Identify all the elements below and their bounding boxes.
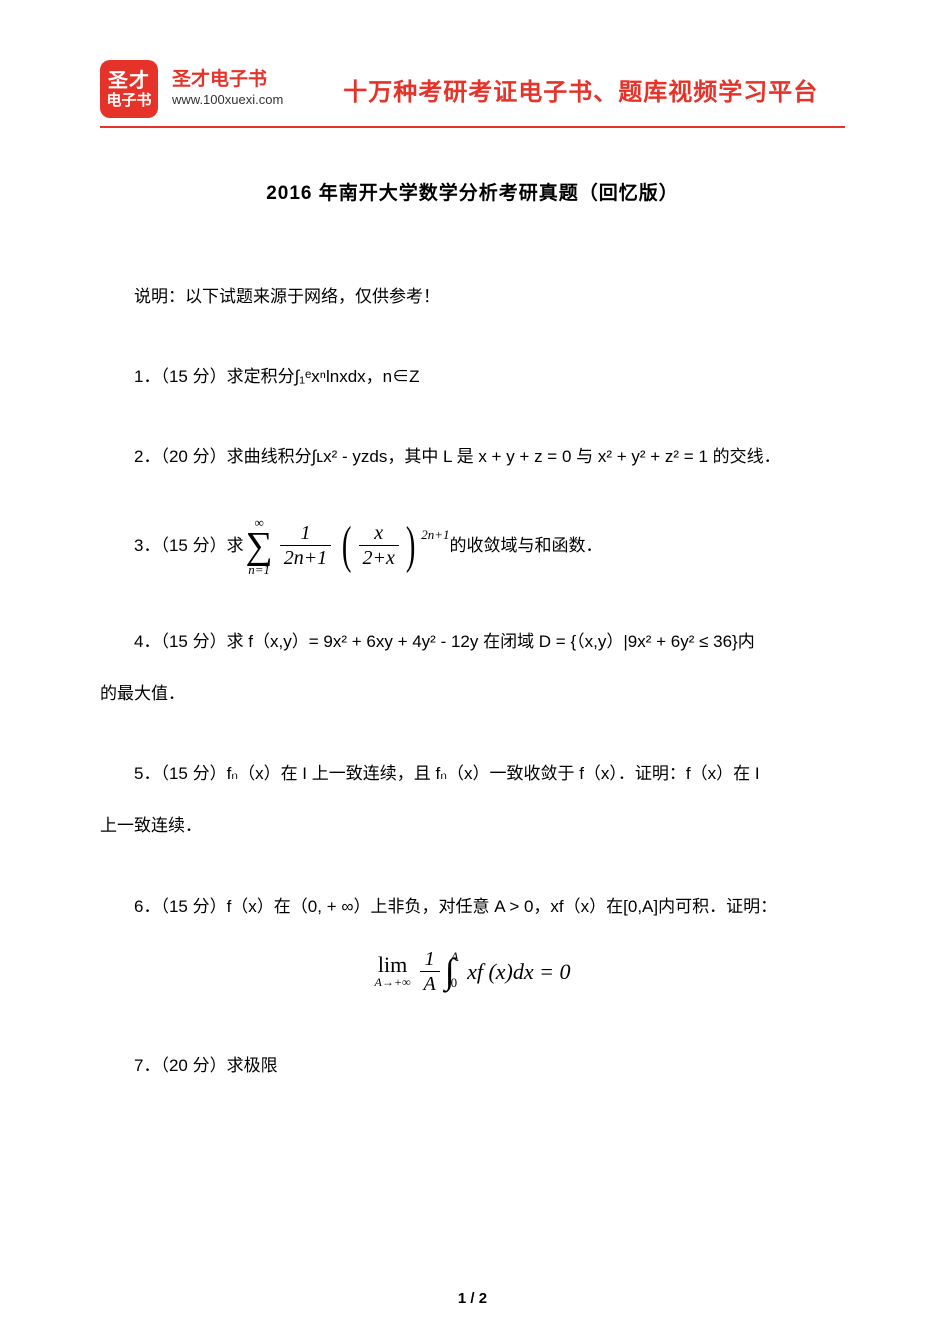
header-slogan: 十万种考研考证电子书、题库视频学习平台	[343, 72, 818, 107]
question-4-line1: 4．（15 分）求 f（x,y）= 9x² + 6xy + 4y² - 12y …	[100, 620, 845, 664]
question-3: 3．（15 分）求 ∞ ∑ n=1 1 2n+1 ( x	[100, 516, 845, 576]
q6-formula-row: lim A→+∞ 1 A ∫ A 0 xf (x)dx = 0	[100, 943, 845, 1000]
question-5-line1: 5．（15 分）fₙ（x）在 I 上一致连续，且 fₙ（x）一致收敛于 f（x）…	[100, 752, 845, 796]
sigma-icon: ∑	[246, 529, 273, 563]
fracA-den: A	[420, 972, 440, 996]
frac2-den: 2+x	[359, 546, 399, 570]
brand-url: www.100xuexi.com	[172, 91, 283, 109]
summation-symbol: ∞ ∑ n=1	[246, 516, 273, 576]
q3-formula: ∞ ∑ n=1 1 2n+1 ( x 2+x )	[244, 516, 450, 576]
logo-text-top: 圣才	[108, 71, 150, 91]
fraction-1: 1 2n+1	[280, 521, 332, 570]
paren-left-icon: (	[342, 525, 352, 567]
page-number: 1 / 2	[0, 1290, 945, 1307]
fraction-1overA: 1 A	[420, 947, 440, 996]
fracA-num: 1	[421, 947, 439, 971]
big-parenthesis: ( x 2+x )	[338, 521, 419, 570]
int-lower: 0	[451, 966, 458, 1000]
document-body: 说明：以下试题来源于网络，仅供参考！ 1．（15 分）求定积分∫₁ᵉxⁿlnxd…	[100, 275, 845, 1088]
question-1: 1．（15 分）求定积分∫₁ᵉxⁿlnxdx，n∈Z	[100, 355, 845, 399]
frac1-den: 2n+1	[280, 546, 332, 570]
logo-text-bottom: 电子书	[106, 93, 151, 108]
frac1-num: 1	[296, 521, 314, 545]
question-4-line2: 的最大值．	[100, 672, 845, 716]
paren-right-icon: )	[406, 525, 416, 567]
integrand: xf (x)dx = 0	[467, 943, 570, 1000]
question-7: 7．（20 分）求极限	[100, 1044, 845, 1088]
page-header: 圣才 电子书 圣才电子书 www.100xuexi.com 十万种考研考证电子书…	[100, 60, 845, 118]
header-rule	[100, 126, 845, 128]
sum-lower: n=1	[248, 563, 270, 576]
fraction-2: x 2+x	[359, 521, 399, 570]
intro-note: 说明：以下试题来源于网络，仅供参考！	[100, 275, 845, 319]
q3-suffix: 的收敛域与和函数．	[450, 524, 603, 568]
document-page: 圣才 电子书 圣才电子书 www.100xuexi.com 十万种考研考证电子书…	[0, 0, 945, 1337]
brand-logo: 圣才 电子书	[100, 60, 158, 118]
q3-prefix: 3．（15 分）求	[134, 524, 244, 568]
integral-block: ∫ A 0	[445, 954, 469, 988]
lim-text: lim	[378, 954, 407, 976]
question-5-line2: 上一致连续．	[100, 804, 845, 848]
frac2-num: x	[370, 521, 387, 545]
q6-formula: lim A→+∞ 1 A ∫ A 0 xf (x)dx = 0	[375, 943, 571, 1000]
brand-title: 圣才电子书	[172, 69, 283, 92]
question-2: 2．（20 分）求曲线积分∫ʟx² - yzds，其中 L 是 x + y + …	[100, 435, 845, 479]
exponent: 2n+1	[421, 518, 449, 552]
question-6: 6．（15 分）f（x）在（0, + ∞）上非负，对任意 A > 0，xf（x）…	[100, 885, 845, 929]
brand-block: 圣才电子书 www.100xuexi.com	[172, 69, 283, 110]
limit-block: lim A→+∞	[375, 954, 411, 988]
document-title: 2016 年南开大学数学分析考研真题（回忆版）	[100, 178, 845, 205]
lim-sub: A→+∞	[375, 976, 411, 988]
